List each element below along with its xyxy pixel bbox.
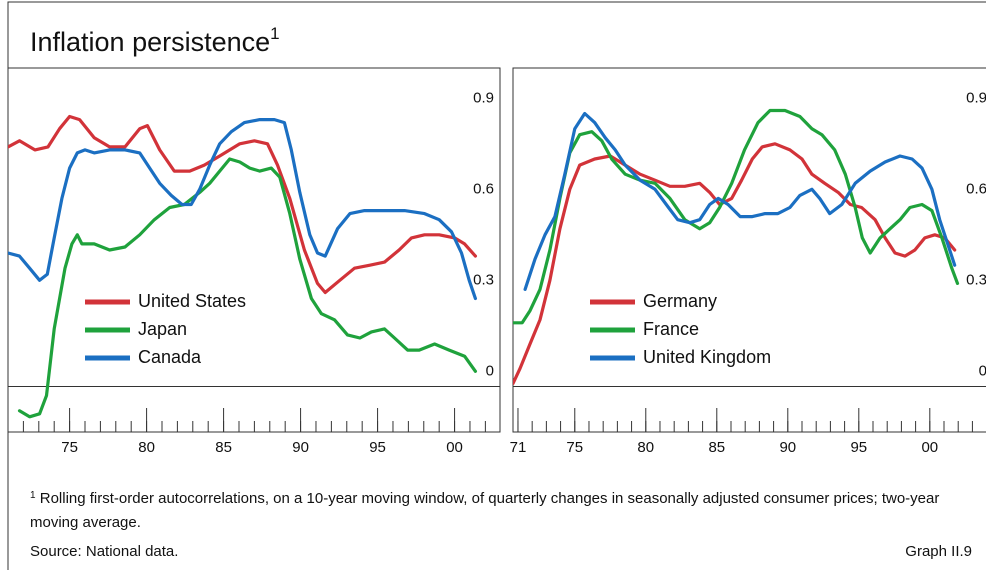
x-tick-label: 90 [292,439,309,456]
graph-label: Graph II.9 [905,543,972,560]
x-tick-label: 80 [138,439,155,456]
footnote-marker: 1 [30,490,36,501]
y-tick-label: 0.3 [473,271,494,288]
y-tick-label: 0.3 [966,271,986,288]
y-tick-label: 0.9 [966,89,986,106]
title-note: 1 [270,24,279,43]
x-tick-label: 75 [61,439,78,456]
chart-title: Inflation persistence1 [30,24,280,57]
footnote: 1 Rolling first-order autocorrelations, … [30,484,978,535]
x-tick-label: 71 [510,439,527,456]
panel: 0 0.3 0.6 0.9 71 75 80 85 90 95 00 Germany France Uni… [510,67,986,456]
legend-label: France [643,319,699,339]
x-tick-label: 80 [637,439,654,456]
x-tick-label: 90 [779,439,796,456]
legend-label: Germany [643,291,717,311]
y-tick-label: 0.6 [473,180,494,197]
legend-label: United Kingdom [643,347,771,367]
series-line [8,118,477,301]
x-tick-label: 95 [369,439,386,456]
x-tick-label: 75 [566,439,583,456]
legend-label: Japan [138,319,187,339]
y-tick-label: 0.6 [966,180,986,197]
series-line [8,114,477,295]
x-tick-label: 85 [708,439,725,456]
source: Source: National data. [30,543,179,560]
series-line [17,157,477,419]
series-line [513,142,957,386]
footnote-text: Rolling first-order autocorrelations, on… [30,490,940,531]
x-tick-label: 85 [215,439,232,456]
title-text: Inflation persistence [30,27,270,57]
y-tick-label: 0 [979,362,986,379]
panel: 0 0.3 0.6 0.9 75 80 85 90 95 00 United States Japan… [7,67,501,456]
series-line [513,108,960,325]
legend-label: Canada [138,347,202,367]
x-tick-label: 00 [921,439,938,456]
y-tick-label: 0.9 [473,89,494,106]
x-tick-label: 00 [446,439,463,456]
y-tick-label: 0 [486,362,494,379]
legend-label: United States [138,291,246,311]
x-tick-label: 95 [850,439,867,456]
plot-frame [512,67,986,433]
series-line [523,111,957,291]
